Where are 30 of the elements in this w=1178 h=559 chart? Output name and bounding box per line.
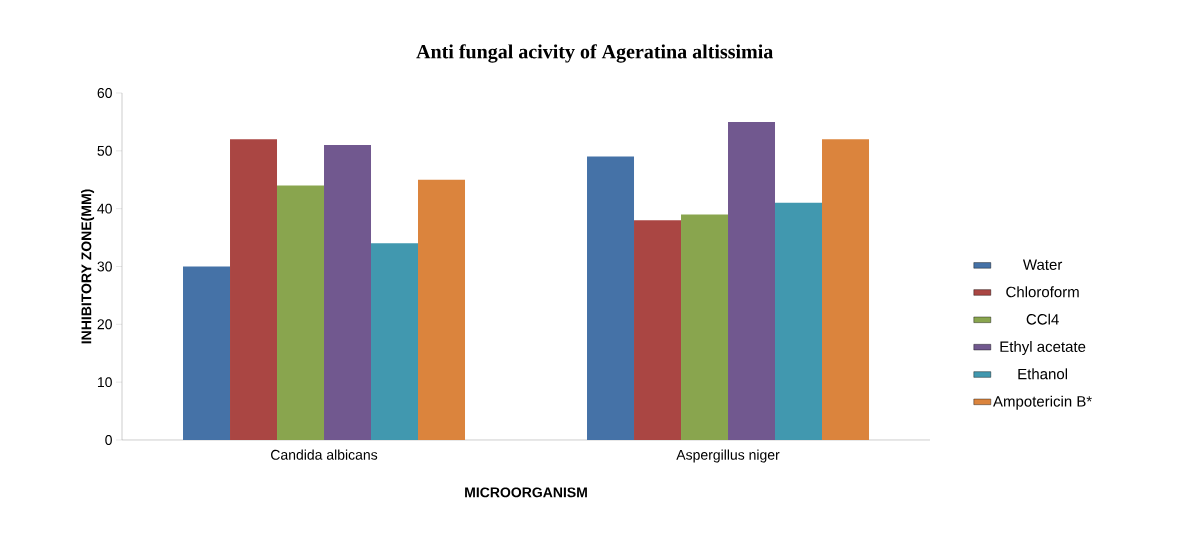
legend-label: CCl4 (1026, 313, 1059, 325)
bar (324, 145, 372, 440)
chart-title: Anti fungal acivity of Ageratina altissimia (416, 44, 773, 63)
bar (634, 220, 682, 440)
legend-label: Water (1022, 259, 1063, 270)
bar (371, 243, 419, 440)
x-tick-label: Candida albicans (271, 449, 378, 460)
legend-label: Ampotericin B* (993, 395, 1092, 410)
y-tick-label: 0 (105, 435, 112, 445)
y-tick-label: 10 (97, 377, 112, 388)
bar (183, 266, 231, 440)
bar (775, 202, 823, 440)
bar (681, 214, 729, 440)
legend-label: Ethyl acetate (1000, 340, 1086, 355)
legend-label: Chloroform (1006, 286, 1079, 298)
y-tick-label: 30 (97, 261, 112, 272)
x-axis-title: MICROORGANISM (465, 487, 587, 498)
y-tick-label: 40 (97, 203, 112, 214)
legend-label: Ethanol (1018, 368, 1068, 380)
bar (418, 179, 466, 440)
y-tick-label: 60 (97, 88, 112, 98)
y-axis-title: INHIBITORY ZONE(MM) (81, 189, 95, 344)
bar (230, 139, 278, 440)
x-tick-label: Aspergillus niger (676, 449, 780, 463)
bar (277, 185, 325, 440)
bar (587, 156, 635, 440)
y-tick-label: 20 (97, 319, 112, 330)
bar (728, 121, 776, 440)
bar (822, 139, 870, 440)
y-tick-label: 50 (97, 145, 112, 156)
